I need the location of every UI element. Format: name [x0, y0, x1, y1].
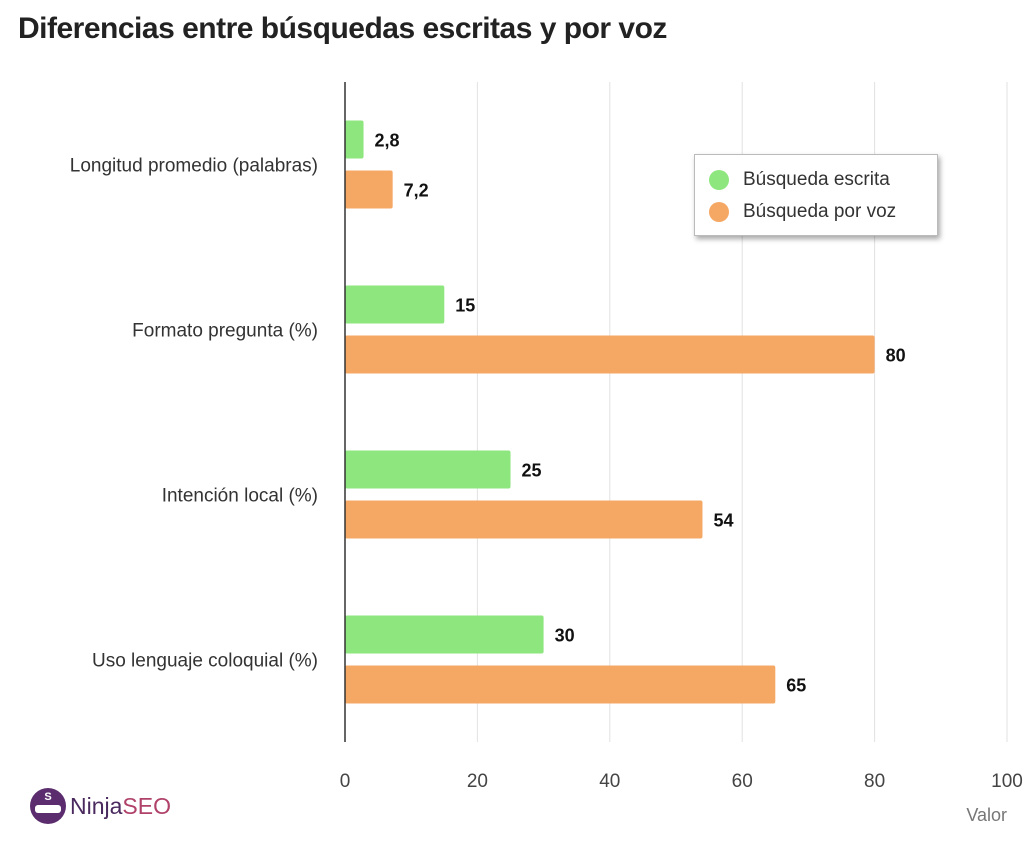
legend-swatch-escrita: [709, 170, 729, 190]
category-label: Formato pregunta (%): [132, 321, 318, 342]
bar-escrita: [345, 285, 445, 324]
x-tick-label: 100: [991, 771, 1023, 792]
legend: Búsqueda escrita Búsqueda por voz: [694, 154, 938, 236]
ninja-icon: S: [30, 788, 66, 824]
x-tick-label: 60: [732, 771, 753, 792]
bar-escrita: [345, 450, 511, 489]
chart-title: Diferencias entre búsquedas escritas y p…: [18, 12, 667, 45]
data-label: 54: [713, 511, 733, 531]
data-label: 30: [555, 626, 575, 646]
legend-item-escrita: Búsqueda escrita: [709, 169, 890, 191]
legend-label: Búsqueda escrita: [743, 169, 890, 190]
ninjaseo-logo: S NinjaSEO: [30, 788, 171, 824]
bar-escrita: [345, 615, 544, 654]
legend-label: Búsqueda por voz: [743, 201, 897, 222]
data-label: 25: [522, 461, 542, 481]
bar-voz: [345, 335, 875, 374]
x-tick-label: 0: [340, 771, 351, 792]
data-label: 2,8: [375, 131, 400, 151]
x-axis-label: Valor: [966, 805, 1007, 825]
bar-voz: [345, 170, 393, 209]
category-label: Longitud promedio (palabras): [70, 156, 318, 177]
data-label: 7,2: [404, 181, 429, 201]
bar-voz: [345, 500, 703, 539]
x-tick-label: 80: [864, 771, 885, 792]
x-tick-label: 40: [599, 771, 620, 792]
category-label: Intención local (%): [162, 486, 318, 507]
category-label: Uso lenguaje coloquial (%): [92, 651, 318, 672]
data-label: 80: [886, 346, 906, 366]
bar-voz: [345, 665, 776, 704]
x-tick-label: 20: [467, 771, 488, 792]
bar-escrita: [345, 120, 364, 159]
legend-swatch-voz: [709, 202, 729, 222]
legend-item-voz: Búsqueda por voz: [709, 201, 896, 223]
data-label: 65: [786, 676, 806, 696]
data-label: 15: [455, 296, 475, 316]
